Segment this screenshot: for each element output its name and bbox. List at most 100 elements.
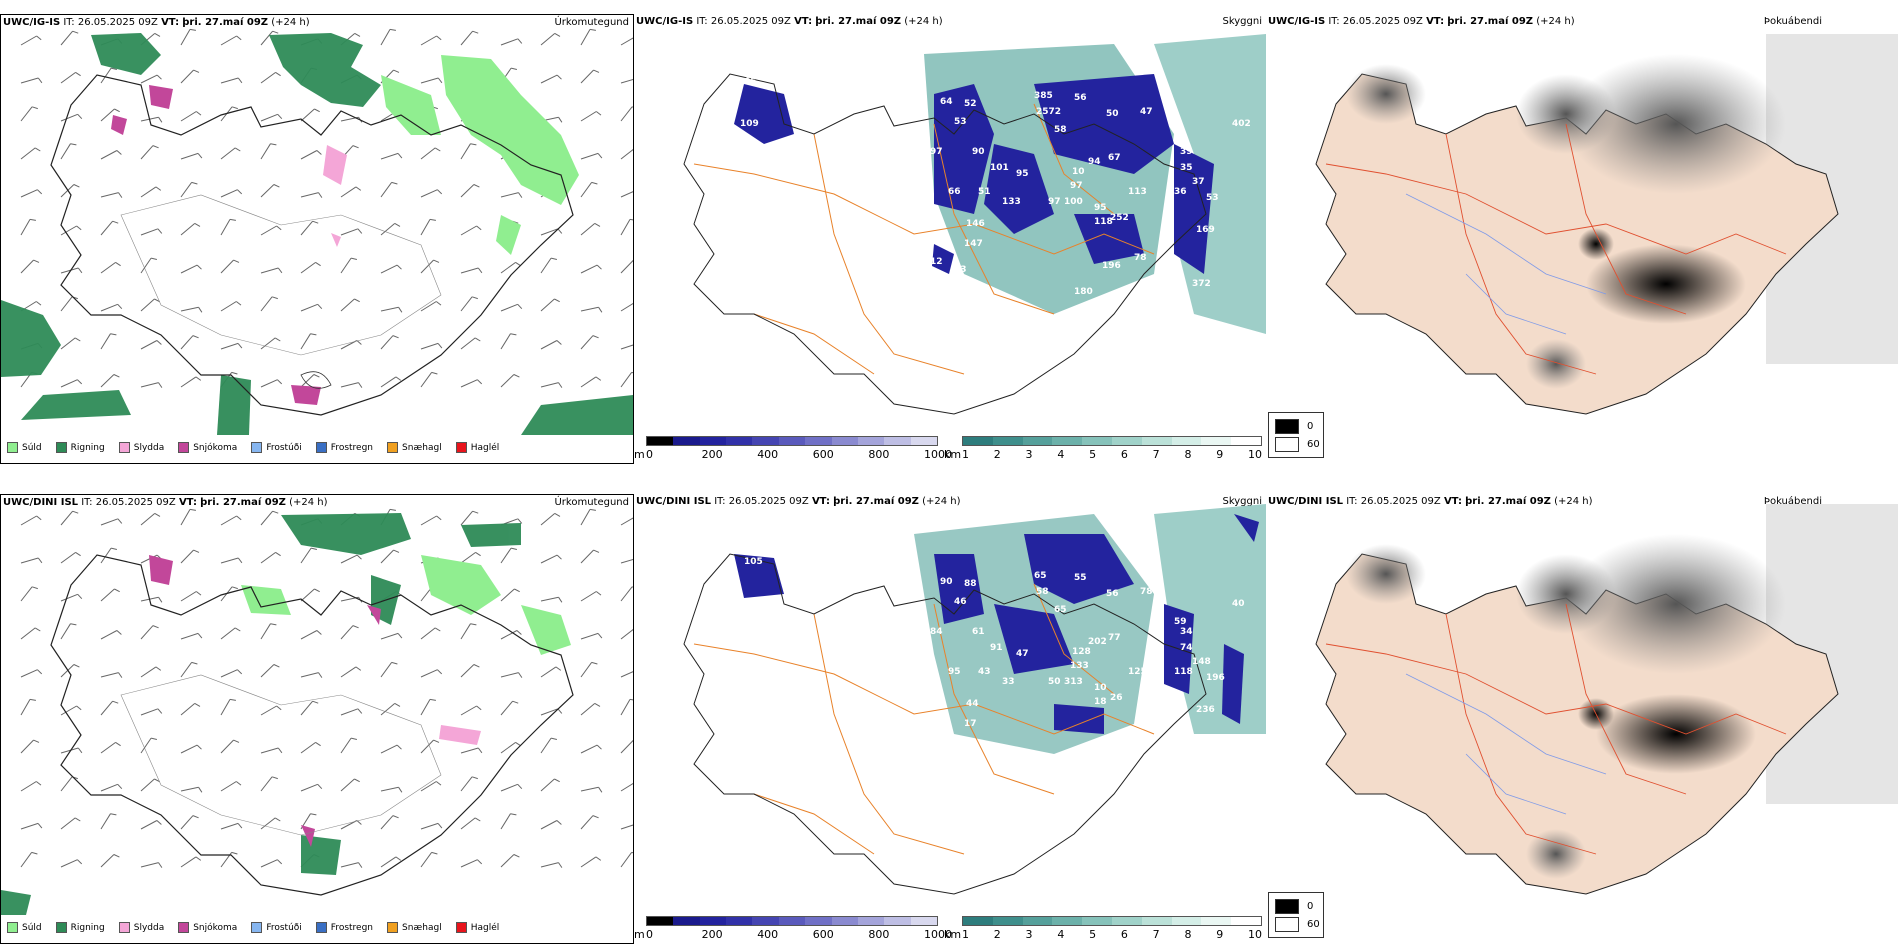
- wind-barb-flag: [273, 664, 280, 668]
- wind-barb: [140, 625, 154, 640]
- colorbar-segment: [1231, 437, 1261, 445]
- colorbar-tick: 2: [993, 448, 1001, 461]
- colorbar-unit: km: [944, 928, 962, 941]
- wind-barb-flag: [436, 515, 442, 521]
- wind-barb-flag: [231, 106, 238, 110]
- wind-barb: [500, 303, 518, 312]
- wind-barb: [420, 822, 439, 830]
- cloudbase-value: 133: [1070, 661, 1089, 671]
- fog-legend-swatch: [1275, 437, 1299, 452]
- wind-barb: [580, 744, 598, 754]
- colorbar-segment: [673, 437, 700, 445]
- colorbar-segment: [752, 917, 779, 925]
- colorbar-segment: [726, 917, 753, 925]
- wind-barb: [460, 30, 473, 46]
- cloudbase-value: 202: [1088, 637, 1107, 647]
- cloudbase-value: 50: [1106, 109, 1119, 119]
- colorbar-segment: [699, 917, 727, 925]
- wind-barb-flag: [350, 257, 358, 260]
- cloudbase-value: 8: [1102, 741, 1108, 751]
- wind-barb-flag: [389, 28, 396, 31]
- wind-barb-flag: [555, 666, 562, 671]
- wind-barb-flag: [77, 747, 83, 754]
- wind-barb: [60, 705, 77, 716]
- wind-barb-flag: [558, 382, 563, 388]
- colorbar-segment: [884, 917, 911, 925]
- wind-barb-flag: [510, 813, 517, 816]
- wind-barb-flag: [156, 74, 162, 80]
- wind-barb: [500, 547, 512, 564]
- cloudbase-value: 58: [1036, 587, 1049, 597]
- wind-barb-flag: [557, 708, 563, 714]
- wind-barb-flag: [229, 698, 236, 701]
- wind-barb-flag: [110, 67, 118, 70]
- wind-barb-flag: [37, 77, 43, 84]
- wind-barb: [420, 739, 434, 754]
- legend-swatch: [315, 442, 327, 453]
- wind-barb: [500, 813, 511, 830]
- colorbar-segment: [1201, 437, 1232, 445]
- wind-barb-flag: [358, 382, 363, 388]
- wind-barb: [580, 306, 599, 312]
- wind-barb-flag: [33, 259, 40, 263]
- wind-barb: [340, 737, 352, 754]
- wind-barb: [380, 306, 399, 312]
- wind-barb: [500, 192, 519, 198]
- wind-barb-flag: [473, 664, 480, 668]
- wind-barb-flag: [117, 518, 123, 524]
- wind-barb-flag: [476, 705, 482, 711]
- colorbar-tick: 3: [1025, 928, 1033, 941]
- wind-barb: [20, 586, 33, 602]
- cloudbase-value: 69: [964, 359, 977, 369]
- wind-barb: [380, 856, 397, 868]
- precip-map: [1, 28, 633, 435]
- wind-barb: [60, 747, 79, 754]
- panel-header: UWC/IG-IS IT: 26.05.2025 09Z VT: þri. 27…: [1268, 16, 1575, 27]
- it-label: IT:: [81, 497, 93, 508]
- wind-barb: [260, 296, 273, 312]
- panel-title: Þokuábendi: [1763, 496, 1822, 507]
- wind-barb-flag: [318, 192, 323, 198]
- colorbar-segment: [992, 917, 1023, 925]
- wind-barb-flag: [471, 296, 478, 300]
- wind-barb-flag: [470, 143, 477, 146]
- wind-barb: [380, 815, 394, 830]
- wind-barb-flag: [155, 186, 162, 191]
- wind-barb: [260, 859, 278, 868]
- wind-barb-flag: [75, 551, 81, 557]
- cloudbase-value: 2572: [1036, 107, 1061, 117]
- cloudbase-value: 313: [1064, 677, 1083, 687]
- wind-barb-flag: [235, 301, 242, 306]
- cloudbase-value: 65: [784, 83, 797, 93]
- wind-barb-flag: [592, 815, 599, 819]
- wind-barb: [300, 547, 312, 564]
- wind-barb: [100, 588, 115, 602]
- wind-barb: [580, 856, 597, 868]
- wind-barb-flag: [595, 591, 602, 596]
- wind-barb: [60, 379, 78, 388]
- colorbar-tick: 800: [868, 928, 890, 941]
- fog-legend: 0 60: [1268, 412, 1324, 458]
- wind-barb-flag: [315, 741, 321, 747]
- wind-barb: [500, 672, 519, 678]
- cloudbase-value: 59: [1174, 617, 1187, 627]
- colorbar-segment: [1231, 917, 1261, 925]
- wind-barb: [380, 662, 393, 678]
- wind-barb: [580, 264, 598, 274]
- wind-barb: [380, 744, 398, 754]
- wind-barb-flag: [273, 184, 280, 188]
- wind-barb: [340, 862, 359, 868]
- wind-barb-flag: [116, 150, 122, 155]
- wind-barb-flag: [117, 783, 123, 790]
- cloudbase-value: 50: [1048, 677, 1061, 687]
- wind-barb-flag: [356, 554, 362, 560]
- wind-barb: [180, 549, 194, 564]
- cloudbase-value: 64: [940, 97, 953, 107]
- wind-barb: [620, 852, 633, 868]
- wind-barb: [60, 113, 78, 122]
- legend-swatch: [118, 442, 130, 453]
- wind-barb-flag: [74, 337, 81, 342]
- colorbar-tick: 9: [1216, 928, 1224, 941]
- wind-barb: [220, 301, 237, 312]
- wind-barb: [180, 662, 193, 678]
